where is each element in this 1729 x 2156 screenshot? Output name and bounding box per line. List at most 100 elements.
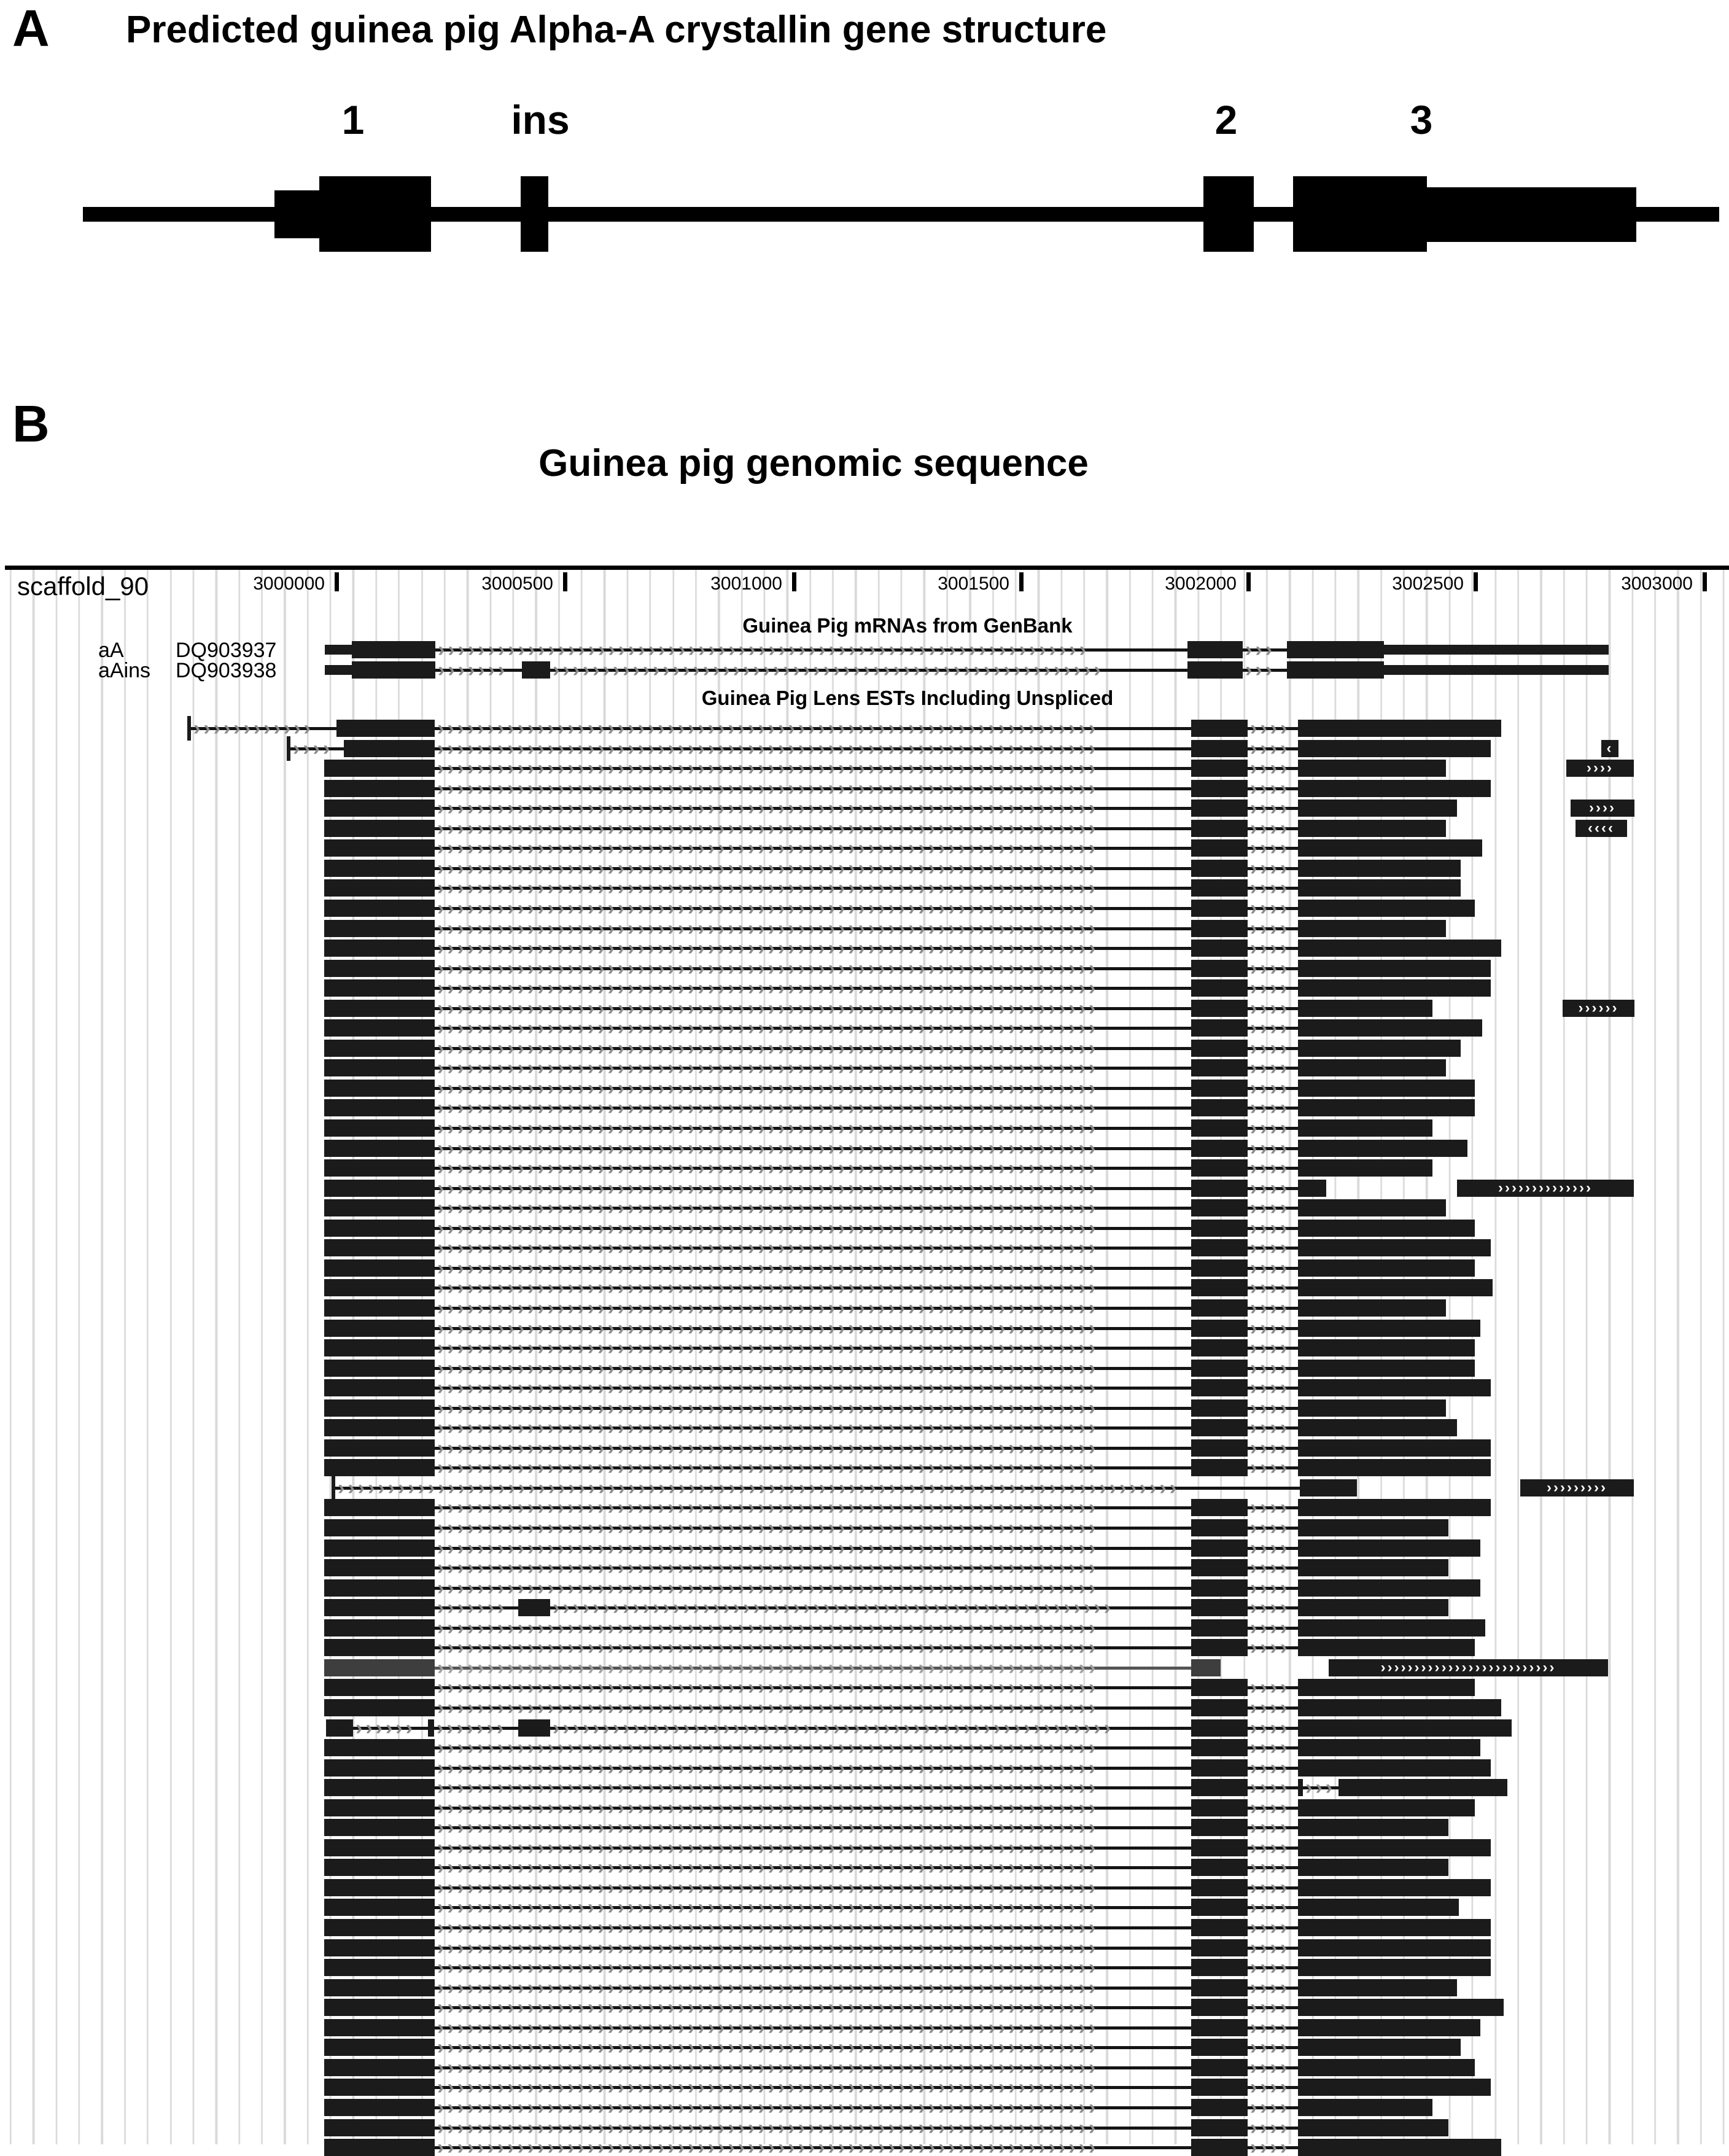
est-row: ››››››››››››››››››››››››››››››››››››››››… <box>0 1319 1729 1337</box>
intron-line: ››››››››››››››››››››››››››››››››››››››››… <box>435 1779 1194 1797</box>
exon-block <box>1298 800 1457 817</box>
intron-line: ›››› <box>1248 1599 1300 1617</box>
exon-block <box>324 1859 435 1877</box>
exon-block <box>1298 2039 1461 2057</box>
est-row: ››››››››››››››››››››››››››››››››››››››››… <box>0 2058 1729 2076</box>
exon-block <box>1298 1039 1461 1057</box>
exon-block <box>1191 819 1248 837</box>
exon-block <box>324 979 435 997</box>
exon-block <box>1191 800 1248 817</box>
exon-block <box>1298 1299 1446 1317</box>
exon-block <box>1191 2098 1248 2116</box>
exon-block <box>1191 760 1248 777</box>
est-row: ››››››››››››››››››››››››››››››››››››››››… <box>0 1359 1729 1377</box>
exon-block <box>1298 1699 1501 1716</box>
exon-block <box>324 1739 435 1757</box>
est-row: ››››››››››››››››››››››››››››››››››››››››… <box>0 1339 1729 1357</box>
est-row: ››››››››››››››››››››››››››››››››››››››››… <box>0 1619 1729 1636</box>
intron-line: ›››› <box>1248 1259 1300 1277</box>
exon-block <box>324 2139 435 2156</box>
exon-block <box>1339 1779 1507 1797</box>
intron-line: ››››››››››››››››››››››››››››››››››››››››… <box>435 1959 1194 1977</box>
exon-block <box>1191 1919 1248 1936</box>
intron-line: ›››› <box>1248 1299 1300 1317</box>
exon-block <box>1298 2139 1501 2156</box>
exon-block <box>1191 1639 1248 1657</box>
intron-line: ›››› <box>1248 1519 1300 1536</box>
intron-line: ›››› <box>1248 879 1300 897</box>
exon-block <box>336 720 435 737</box>
exon-block <box>1191 1699 1248 1716</box>
intron-line: ›››› <box>1248 1199 1300 1217</box>
intron-line: ››››››››››››››››››››››››››››››››››››››››… <box>435 641 1190 658</box>
est-row: ››››››››››››››››››››››››››››››››››››››››… <box>0 1279 1729 1297</box>
exon-block <box>324 1899 435 1917</box>
ruler-tick <box>1019 572 1024 591</box>
est-row: ››››››››››››››››››››››››››››››››››››››››… <box>0 1475 1729 1500</box>
ruler-tick <box>1246 572 1251 591</box>
exon-block <box>1191 1679 1248 1697</box>
exon-block <box>324 999 435 1017</box>
exon-block <box>1191 879 1248 897</box>
ruler-tick <box>1703 572 1707 591</box>
intron-line: ›››› <box>1248 1039 1300 1057</box>
intron-line: ››››››››››››››››››››››››››››››››››››››››… <box>435 1019 1194 1037</box>
intron-line: ›››› <box>1248 1679 1300 1697</box>
exon-block <box>324 1319 435 1337</box>
exon-block <box>1191 1119 1248 1137</box>
intron-line: ››››››› <box>435 661 524 679</box>
exon-block <box>1191 779 1248 797</box>
est-row: ››››››››››››››››››››››››››››››››››››››››… <box>0 979 1729 997</box>
intron-line: ›››› <box>1248 2018 1300 2036</box>
exon-block <box>1298 1419 1457 1437</box>
intron-line: ››››››››››››››››››››››››››››››››››››››››… <box>435 1059 1194 1077</box>
exon1-5utr <box>274 190 319 238</box>
exon-block <box>1298 2079 1491 2096</box>
est-row: ››››››››››››››››››››››››››››››››››››››››… <box>0 1919 1729 1936</box>
exon-block <box>1191 1659 1221 1676</box>
intron-line: ›››› <box>1248 1459 1300 1477</box>
exon-block <box>324 1299 435 1317</box>
utr-block <box>325 665 352 675</box>
exon-block <box>1191 1219 1248 1237</box>
intron-line: ››››››››››››››››››››››››››››››››››››››››… <box>435 859 1194 877</box>
utr-block <box>325 645 352 655</box>
exon-block <box>1298 819 1446 837</box>
intron-line: ››››››››››››››››››››››››››››››››››››››››… <box>435 819 1194 837</box>
est-row: ››››››››››››››››››››››››››››››››››››››››… <box>0 1739 1729 1757</box>
exon-block <box>324 1199 435 1217</box>
intron-line: ›››› <box>1248 899 1300 917</box>
exon-block <box>1298 1679 1475 1697</box>
intron-line: ›››› <box>1248 2098 1300 2116</box>
est-row: ››››››››››››››››››››››››››››››››››››››››… <box>0 1539 1729 1557</box>
exon-block <box>324 1699 435 1716</box>
est-row: ››››››››››››››››››››››››››››››››››››››››… <box>0 1379 1729 1397</box>
exon-block <box>1191 1259 1248 1277</box>
exon-block <box>1191 859 1248 877</box>
ruler-tick <box>792 572 796 591</box>
ruler-tick-label: 3002000 <box>1165 574 1237 594</box>
est-row: ››››››››››››››››››››››››››››››››››››››››… <box>0 1039 1729 1057</box>
utr-block <box>1384 645 1609 655</box>
exon-block <box>1298 1399 1446 1417</box>
ins-exon <box>521 176 548 252</box>
est-row: ››››››››››››››››››››››››››››››››››››››››… <box>0 1599 1729 1617</box>
exon-block <box>1298 999 1432 1017</box>
exon-block <box>324 839 435 857</box>
intron-line: ›››› <box>1248 1179 1300 1197</box>
intron-line: ›››› <box>1248 1399 1300 1417</box>
est-row: ››››››››››››››››››››››››››››››››››››››››… <box>0 1979 1729 1996</box>
exon-block <box>324 1639 435 1657</box>
exon-block <box>324 1279 435 1297</box>
intron-line: ››› <box>1303 1779 1341 1797</box>
exon-block <box>1191 1979 1248 1996</box>
exon-block <box>1191 1039 1248 1057</box>
exon-block <box>1191 1839 1248 1856</box>
intron-line: ››››››››››››››››››››››››››››››››››››››››… <box>435 1679 1194 1697</box>
exon-block <box>1191 1319 1248 1337</box>
est-row: ››››››››››››››››››››››››››››››››››››››››… <box>0 1459 1729 1477</box>
intron-line: ›››››››››››› <box>191 720 339 737</box>
exon-block <box>1298 1799 1475 1816</box>
exon-block <box>324 1159 435 1177</box>
